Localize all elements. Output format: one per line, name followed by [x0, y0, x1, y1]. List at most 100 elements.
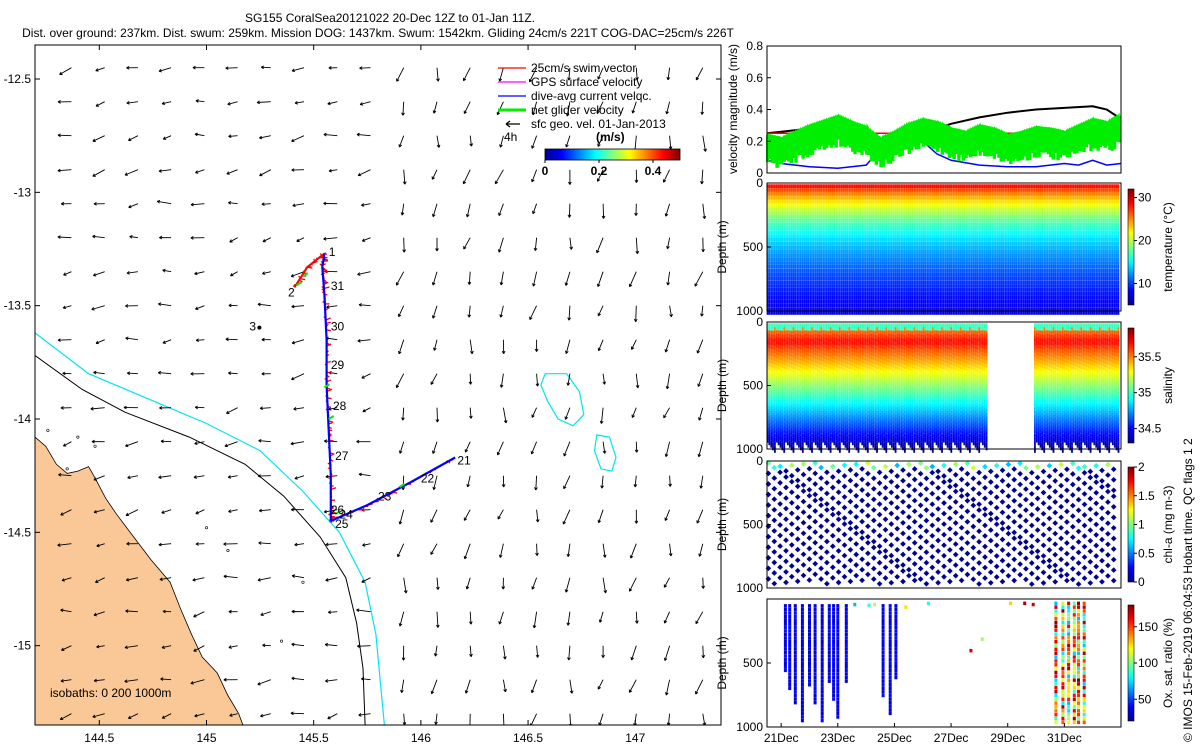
section-sample: [991, 222, 994, 227]
section-sample: [974, 311, 977, 315]
section-sample: [794, 261, 797, 265]
section-sample: [876, 261, 878, 265]
section-sample: [859, 218, 862, 223]
section-sample: [811, 241, 813, 246]
section-sample: [820, 218, 823, 223]
section-sample: [892, 261, 895, 265]
section-sample: [826, 272, 828, 277]
section-sample: [853, 184, 856, 189]
section-sample: [878, 226, 880, 231]
section-sample: [813, 241, 815, 246]
section-sample: [772, 241, 774, 246]
sfc-velocity-arrow: [357, 271, 371, 276]
section-sample: [948, 188, 951, 192]
section-sample: [827, 272, 830, 277]
section-sample: [989, 215, 992, 219]
section-sample: [777, 188, 780, 192]
section-sample: [822, 199, 825, 204]
section-sample: [770, 211, 773, 215]
section-sample: [794, 199, 797, 204]
section-sample: [900, 253, 903, 258]
section-sample: [965, 257, 968, 261]
section-sample: [768, 203, 771, 208]
sfc-velocity-arrow: [431, 271, 438, 286]
section-sample: [891, 226, 893, 231]
section-sample: [933, 291, 936, 296]
section-sample: [774, 226, 776, 231]
section-sample: [889, 222, 891, 227]
section-sample: [987, 268, 990, 273]
section-sample: [957, 238, 960, 242]
section-sample: [946, 245, 949, 250]
section-sample: [807, 230, 810, 235]
sfc-velocity-arrow: [532, 271, 538, 287]
section-sample: [928, 276, 930, 281]
section-sample: [887, 276, 890, 281]
section-sample: [859, 226, 862, 231]
section-sample: [993, 299, 995, 304]
section-sample: [837, 230, 839, 235]
section-sample: [978, 311, 981, 315]
section-sample: [920, 261, 923, 265]
sfc-velocity-arrow: [565, 101, 571, 117]
sfc-velocity-arrow: [631, 101, 637, 114]
section-sample: [959, 276, 962, 281]
section-sample: [822, 184, 825, 189]
section-sample: [865, 245, 867, 250]
section-sample: [924, 188, 927, 192]
section-sample: [974, 195, 977, 200]
section-sample: [943, 257, 945, 261]
section-sample: [943, 284, 945, 288]
section-sample: [918, 291, 921, 296]
section-sample: [995, 230, 997, 235]
section-sample: [896, 311, 899, 315]
section-sample: [833, 218, 836, 223]
section-sample: [941, 238, 943, 242]
section-sample: [985, 268, 988, 273]
section-sample: [866, 195, 869, 200]
section-sample: [920, 222, 923, 227]
section-sample: [998, 311, 1001, 315]
section-sample: [959, 211, 962, 215]
section-sample: [785, 307, 787, 311]
section-sample: [781, 241, 784, 246]
section-sample: [813, 218, 815, 223]
colorbar-annotation: 4h: [504, 130, 517, 144]
section-sample: [785, 284, 787, 288]
section-sample: [902, 299, 904, 304]
section-sample: [863, 307, 865, 311]
section-sample: [926, 307, 929, 311]
section-sample: [840, 284, 843, 288]
section-sample: [868, 268, 871, 273]
section-sample: [861, 230, 864, 235]
section-sample: [911, 264, 914, 269]
section-sample: [983, 211, 986, 215]
section-sample: [991, 268, 994, 273]
section-sample: [861, 226, 864, 231]
section-sample: [827, 284, 830, 288]
section-sample: [889, 284, 891, 288]
section-sample: [813, 207, 815, 212]
section-sample: [846, 192, 849, 196]
section-sample: [980, 272, 982, 277]
section-sample: [978, 226, 981, 231]
section-sample: [846, 218, 849, 223]
section-sample: [983, 238, 986, 242]
section-sample: [896, 288, 899, 292]
section-sample: [956, 253, 958, 258]
section-sample: [924, 226, 927, 231]
section-sample: [889, 241, 891, 246]
section-sample: [967, 280, 969, 285]
section-sample: [824, 245, 826, 250]
section-sample: [852, 284, 854, 288]
sfc-velocity-arrow: [531, 135, 538, 149]
section-sample: [887, 307, 890, 311]
sfc-velocity-arrow: [292, 203, 305, 208]
section-sample: [818, 276, 821, 281]
section-sample: [956, 268, 958, 273]
section-sample: [933, 307, 936, 311]
section-sample: [972, 234, 975, 238]
section-sample: [950, 261, 953, 265]
section-sample: [933, 215, 936, 219]
section-sample: [902, 264, 904, 269]
